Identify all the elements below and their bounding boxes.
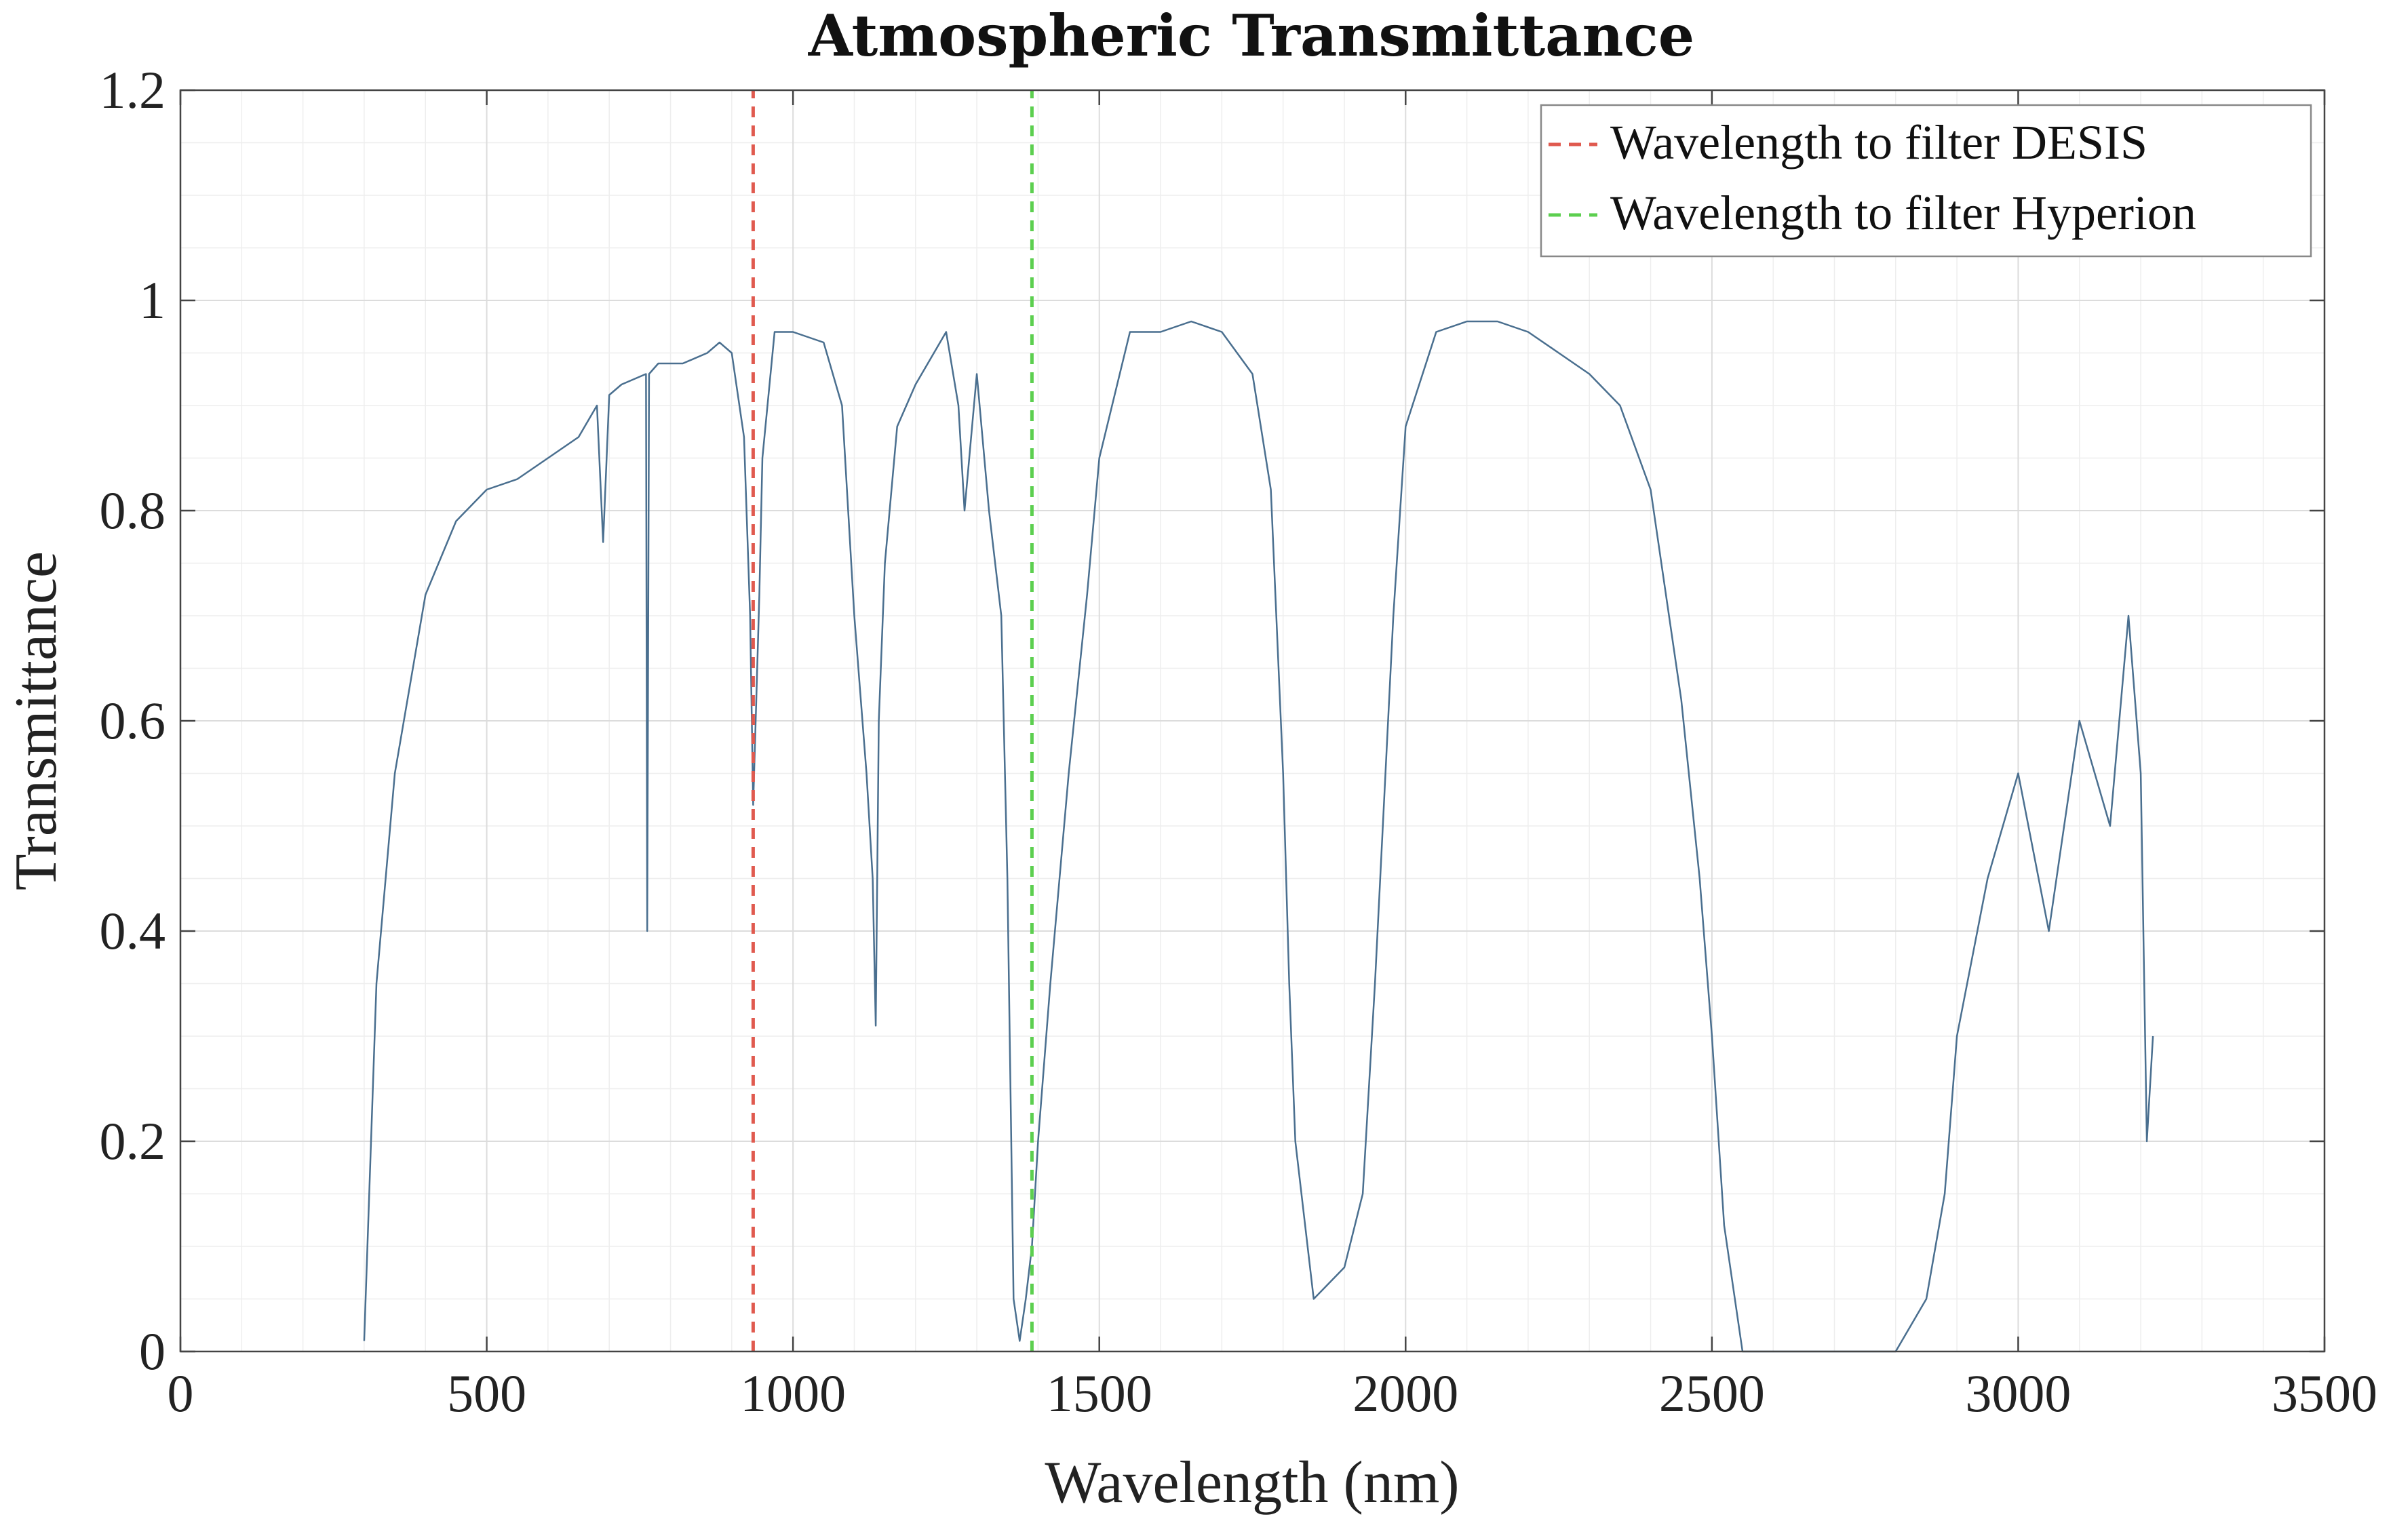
- legend-label-desis: Wavelength to filter DESIS: [1610, 115, 2147, 170]
- x-tick-label: 1500: [1047, 1364, 1152, 1423]
- chart-title: Atmospheric Transmittance: [808, 2, 1694, 69]
- y-tick-label: 0.2: [100, 1111, 166, 1170]
- plot-series: [363, 90, 2154, 1353]
- x-tick-label: 2000: [1353, 1364, 1458, 1423]
- y-tick-label: 1: [139, 271, 166, 330]
- y-tick-label: 0.4: [100, 901, 166, 960]
- x-tick-label: 3500: [2272, 1364, 2377, 1423]
- y-tick-label: 1.2: [100, 60, 166, 119]
- legend: Wavelength to filter DESIS Wavelength to…: [1540, 104, 2312, 258]
- y-tick-label: 0.6: [100, 691, 166, 750]
- y-axis-label: Transmittance: [3, 551, 69, 890]
- x-tick-label: 3000: [1965, 1364, 2071, 1423]
- ticks: 0 500 1000 1500 2000 2500 3000 3500 0 0.2 0.4 0.6 0.…: [100, 60, 2378, 1423]
- x-tick-label: 0: [168, 1364, 194, 1423]
- y-tick-label: 0.8: [100, 481, 166, 540]
- x-tick-label: 1000: [740, 1364, 846, 1423]
- x-tick-label: 500: [447, 1364, 526, 1423]
- x-axis-label: Wavelength (nm): [1045, 1450, 1459, 1516]
- transmittance-line: [363, 320, 2154, 1353]
- x-tick-label: 2500: [1659, 1364, 1765, 1423]
- y-tick-label: 0: [139, 1322, 166, 1381]
- legend-box: [1540, 104, 2312, 258]
- legend-label-hyperion: Wavelength to filter Hyperion: [1610, 186, 2196, 240]
